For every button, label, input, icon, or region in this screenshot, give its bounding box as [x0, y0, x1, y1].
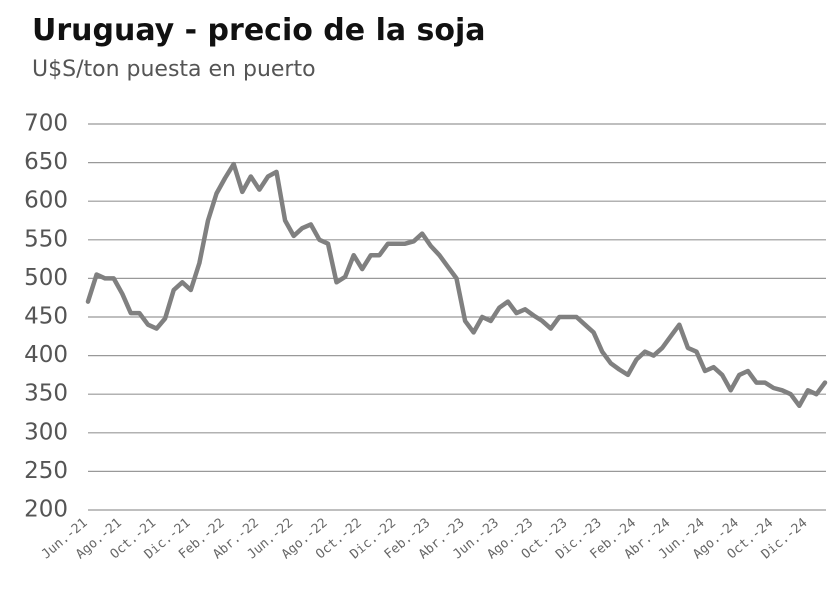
y-tick-label: 250 [24, 458, 68, 484]
y-tick-label: 400 [24, 342, 68, 368]
y-tick-label: 650 [24, 149, 68, 175]
y-tick-label: 450 [24, 304, 68, 330]
y-tick-label: 200 [24, 497, 68, 523]
y-tick-label: 300 [24, 419, 68, 445]
y-tick-label: 550 [24, 226, 68, 252]
y-tick-label: 500 [24, 265, 68, 291]
price-line [85, 161, 828, 409]
chart-title: Uruguay - precio de la soja [32, 13, 486, 48]
chart-subtitle: U$S/ton puesta en puerto [32, 57, 316, 82]
y-tick-label: 600 [24, 188, 68, 214]
y-tick-label: 350 [24, 381, 68, 407]
y-tick-label: 700 [24, 111, 68, 137]
